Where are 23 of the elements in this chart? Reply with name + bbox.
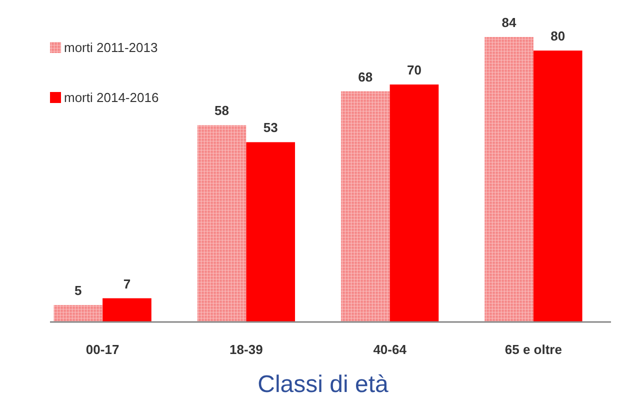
data-label: 58: [214, 103, 230, 118]
bar: [340, 91, 390, 322]
bar: [484, 37, 534, 322]
x-axis-title: Classi di età: [258, 371, 390, 398]
data-label: 84: [502, 15, 518, 30]
bar: [197, 125, 246, 322]
bar: [102, 298, 152, 322]
bar: [390, 84, 439, 322]
data-label: 80: [550, 28, 566, 44]
x-tick-label: 40-64: [373, 342, 408, 357]
bar: [533, 50, 582, 322]
data-label: 68: [358, 69, 373, 84]
x-tick-label: 00-17: [86, 342, 120, 357]
x-tick-label: 65 e oltre: [504, 342, 562, 357]
data-label: 53: [263, 120, 278, 136]
legend-label: morti 2014-2016: [64, 90, 159, 105]
bar: [54, 305, 103, 322]
data-label: 70: [406, 62, 422, 78]
legend-label: morti 2011-2013: [64, 40, 158, 55]
bar: [246, 142, 296, 322]
data-label: 5: [74, 283, 82, 298]
x-tick-label: 18-39: [230, 342, 263, 357]
data-label: 7: [123, 276, 131, 292]
